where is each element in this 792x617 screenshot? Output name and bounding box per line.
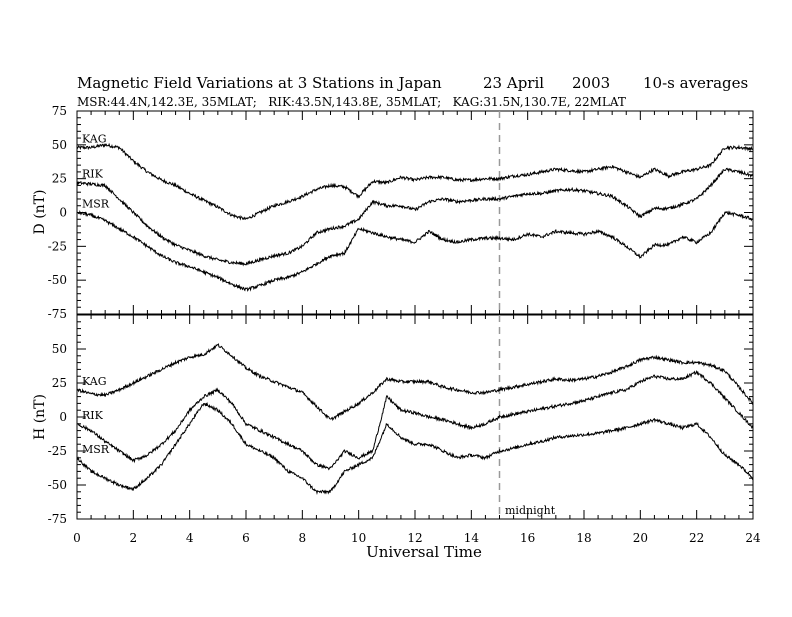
midnight-label: midnight [505,504,556,517]
chart-date: 23 April [483,74,544,92]
chart-cadence: 10-s averages [643,74,748,92]
panel-h-ytick-label: -50 [48,478,67,492]
panel-d-ytick-label: 0 [59,206,67,220]
x-tick-label: 0 [73,531,81,545]
x-tick-label: 6 [242,531,250,545]
panel-h-ytick-label: -75 [48,512,67,526]
panel-d-ytick-label: -25 [48,239,67,253]
x-tick-label: 2 [130,531,138,545]
x-axis-label: Universal Time [366,543,482,561]
panel-d-series-label-kag: KAG [82,133,107,146]
panel-d-series-label-rik: RIK [82,168,104,181]
x-tick-label: 4 [186,531,194,545]
panel-h-ytick-label: 50 [52,342,67,356]
panel-d-series-label-msr: MSR [82,198,110,211]
panel-h-series-label-kag: KAG [82,375,107,388]
panel-d-series-msr [76,209,754,292]
panel-h-series-label-rik: RIK [82,409,104,422]
x-tick-label: 8 [299,531,307,545]
panel-d-ytick-label: 50 [52,138,67,152]
x-tick-label: 10 [351,531,366,545]
panel-d-ytick-label: 75 [52,104,67,118]
x-tick-label: 16 [520,531,535,545]
panel-h-ytick-label: 25 [52,376,67,390]
panel-h-ytick-label: 0 [59,410,67,424]
panel-h-series-msr [76,401,754,496]
panel-d-ytick-label: -50 [48,273,67,287]
chart-title: Magnetic Field Variations at 3 Stations … [77,74,442,92]
panel-d-ytick-label: 25 [52,172,67,186]
panel-h-series-label-msr: MSR [82,443,110,456]
panel-d-series-kag [76,142,754,221]
panel-d-ytick-label: -75 [48,307,67,321]
panel-d-series-rik [76,167,754,267]
x-tick-label: 12 [407,531,422,545]
x-tick-label: 20 [633,531,648,545]
panel-h-ytick-label: -25 [48,444,67,458]
panel-h-series-kag [76,343,754,422]
chart-year: 2003 [572,74,610,92]
panel-h-frame [76,314,754,520]
x-tick-label: 18 [576,531,591,545]
x-tick-label: 22 [689,531,704,545]
x-tick-label: 14 [464,531,480,545]
series-layer: KAG RIK MSR KAG RIK MSR [76,133,754,496]
panel-d-frame [76,110,754,315]
panel-h-series-rik [76,369,754,471]
x-tick-label: 24 [745,531,761,545]
panel-h-ylabel: H (nT) [32,394,48,440]
chart-subtitle: MSR:44.4N,142.3E, 35MLAT; RIK:43.5N,143.… [77,95,626,109]
panel-d-ylabel: D (nT) [32,190,48,235]
